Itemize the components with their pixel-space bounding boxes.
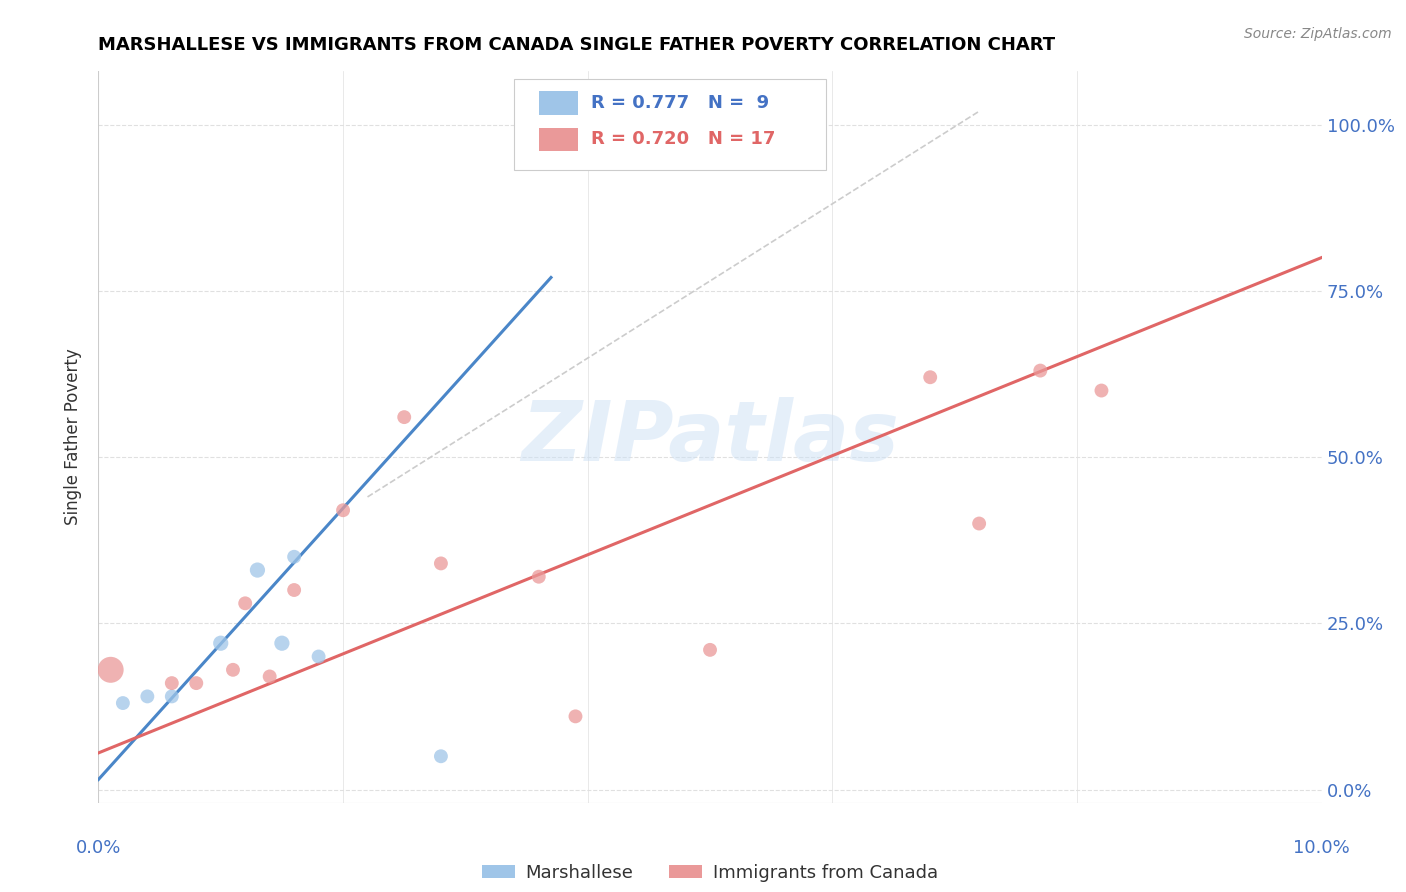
Point	[430, 557, 453, 571]
Point	[100, 663, 122, 677]
Point	[259, 669, 281, 683]
Text: ZIPatlas: ZIPatlas	[522, 397, 898, 477]
Point	[967, 516, 990, 531]
Point	[527, 570, 550, 584]
FancyBboxPatch shape	[538, 128, 578, 151]
Point	[1090, 384, 1112, 398]
Point	[564, 709, 586, 723]
Point	[111, 696, 134, 710]
Point	[136, 690, 159, 704]
Text: MARSHALLESE VS IMMIGRANTS FROM CANADA SINGLE FATHER POVERTY CORRELATION CHART: MARSHALLESE VS IMMIGRANTS FROM CANADA SI…	[98, 36, 1056, 54]
Point	[920, 370, 942, 384]
FancyBboxPatch shape	[515, 78, 827, 170]
Text: 0.0%: 0.0%	[76, 839, 121, 857]
Point	[222, 663, 245, 677]
Point	[332, 503, 354, 517]
FancyBboxPatch shape	[538, 91, 578, 114]
Text: 10.0%: 10.0%	[1294, 839, 1350, 857]
Text: Source: ZipAtlas.com: Source: ZipAtlas.com	[1244, 27, 1392, 41]
Point	[160, 690, 183, 704]
Point	[1029, 363, 1052, 377]
Point	[699, 643, 721, 657]
Text: R = 0.777   N =  9: R = 0.777 N = 9	[592, 94, 769, 112]
Point	[186, 676, 208, 690]
Text: R = 0.720   N = 17: R = 0.720 N = 17	[592, 130, 776, 148]
Point	[308, 649, 330, 664]
Y-axis label: Single Father Poverty: Single Father Poverty	[65, 349, 83, 525]
Point	[233, 596, 256, 610]
Point	[270, 636, 292, 650]
Point	[283, 582, 305, 597]
Point	[392, 410, 416, 425]
Point	[160, 676, 183, 690]
Point	[246, 563, 269, 577]
Point	[430, 749, 453, 764]
Point	[283, 549, 305, 564]
Point	[209, 636, 232, 650]
Legend: Marshallese, Immigrants from Canada: Marshallese, Immigrants from Canada	[475, 856, 945, 888]
